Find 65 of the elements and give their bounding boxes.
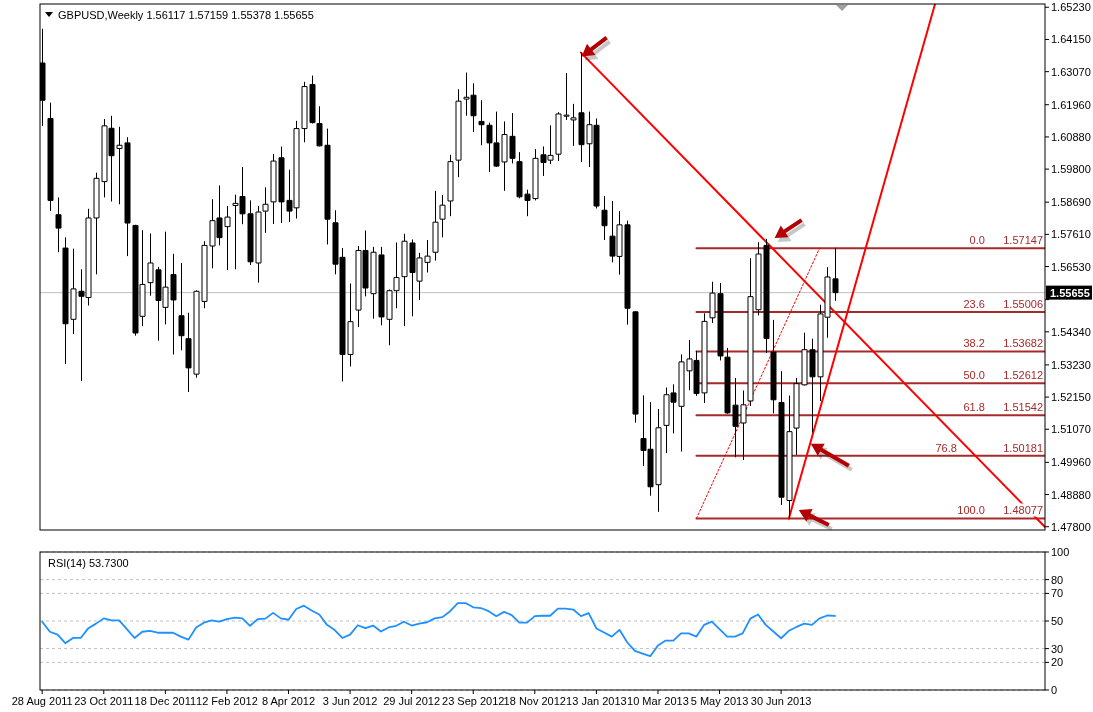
y-tick-label: 80 <box>1051 573 1064 586</box>
chart-title: GBPUSD,Weekly 1.56117 1.57159 1.55378 1.55655 <box>58 9 314 21</box>
data-label: 1.57147 <box>1003 234 1043 247</box>
data-label: 1.53682 <box>1003 337 1043 350</box>
candlestick <box>439 194 446 238</box>
data-label: 1.55006 <box>1003 297 1043 310</box>
x-tick-label: 10 Mar 2013 <box>627 695 689 707</box>
candlestick <box>55 196 62 253</box>
x-tick-label: 5 May 2013 <box>690 695 749 707</box>
candlestick <box>601 195 608 241</box>
x-tick-label: 3 Jun 2012 <box>322 695 378 707</box>
y-tick-label: 1.52150 <box>1051 391 1091 404</box>
candlestick <box>178 262 185 351</box>
x-tick-label: 12 Feb 2012 <box>196 695 258 707</box>
series-label: 61.8 <box>963 401 985 414</box>
x-tick-label: 23 Oct 2011 <box>74 695 134 707</box>
series-label: 0.0 <box>969 234 985 247</box>
data-label: 1.48077 <box>1003 504 1043 517</box>
x-tick-label: 29 Jul 2012 <box>383 695 441 707</box>
line-series <box>41 602 836 658</box>
x-tick-label: 18 Nov 2012 <box>503 695 566 707</box>
y-tick-label: 0 <box>1051 684 1058 696</box>
y-tick-label: 50 <box>1051 615 1064 627</box>
ref-line-label: 1.55655 <box>1050 286 1090 299</box>
candlestick <box>632 310 639 424</box>
y-tick-label: 1.65230 <box>1051 1 1091 14</box>
y-tick-label: 1.57610 <box>1051 228 1091 241</box>
y-tick-label: 1.54340 <box>1051 325 1091 338</box>
series-label: 23.6 <box>963 297 985 310</box>
data-label: 1.52612 <box>1003 369 1043 382</box>
series-label: 38.2 <box>963 337 985 350</box>
y-tick-label: 1.51070 <box>1051 423 1091 436</box>
y-tick-label: 1.60880 <box>1051 130 1091 143</box>
chart-title: RSI(14) 53.7300 <box>48 557 129 569</box>
y-tick-label: 1.64150 <box>1051 33 1091 46</box>
candlestick <box>455 88 462 178</box>
y-tick-label: 1.59800 <box>1051 163 1091 176</box>
x-tick-label: 28 Aug 2011 <box>11 695 73 707</box>
y-tick-label: 20 <box>1051 656 1064 669</box>
candlestick <box>47 102 54 212</box>
y-tick-label: 1.56530 <box>1051 260 1091 273</box>
candlestick <box>447 154 454 217</box>
y-tick-label: 1.58690 <box>1051 196 1091 209</box>
y-tick-label: 1.47800 <box>1051 520 1091 533</box>
y-tick-label: 1.48880 <box>1051 488 1091 501</box>
x-tick-label: 23 Sep 2012 <box>442 695 505 707</box>
data-label: 1.51542 <box>1003 401 1043 414</box>
candlestick <box>770 319 777 414</box>
candlestick <box>432 190 439 262</box>
x-tick-label: 30 Jun 2013 <box>750 695 812 707</box>
y-tick-label: 70 <box>1051 587 1064 600</box>
y-tick-label: 1.49960 <box>1051 456 1091 469</box>
candlestick <box>478 99 485 146</box>
y-tick-label: 1.63070 <box>1051 65 1091 78</box>
series-label: 100.0 <box>957 504 985 517</box>
series-label: 50.0 <box>963 369 985 382</box>
x-tick-label: 8 Apr 2012 <box>261 695 316 707</box>
y-tick-label: 1.61960 <box>1051 98 1091 111</box>
x-tick-label: 18 Dec 2011 <box>134 695 197 707</box>
y-tick-label: 30 <box>1051 642 1064 655</box>
series-label: 76.8 <box>935 441 957 454</box>
y-tick-label: 100 <box>1051 546 1070 558</box>
x-tick-label: 13 Jan 2013 <box>566 695 627 707</box>
y-tick-label: 1.53230 <box>1051 358 1091 371</box>
data-label: 1.50181 <box>1003 441 1043 454</box>
